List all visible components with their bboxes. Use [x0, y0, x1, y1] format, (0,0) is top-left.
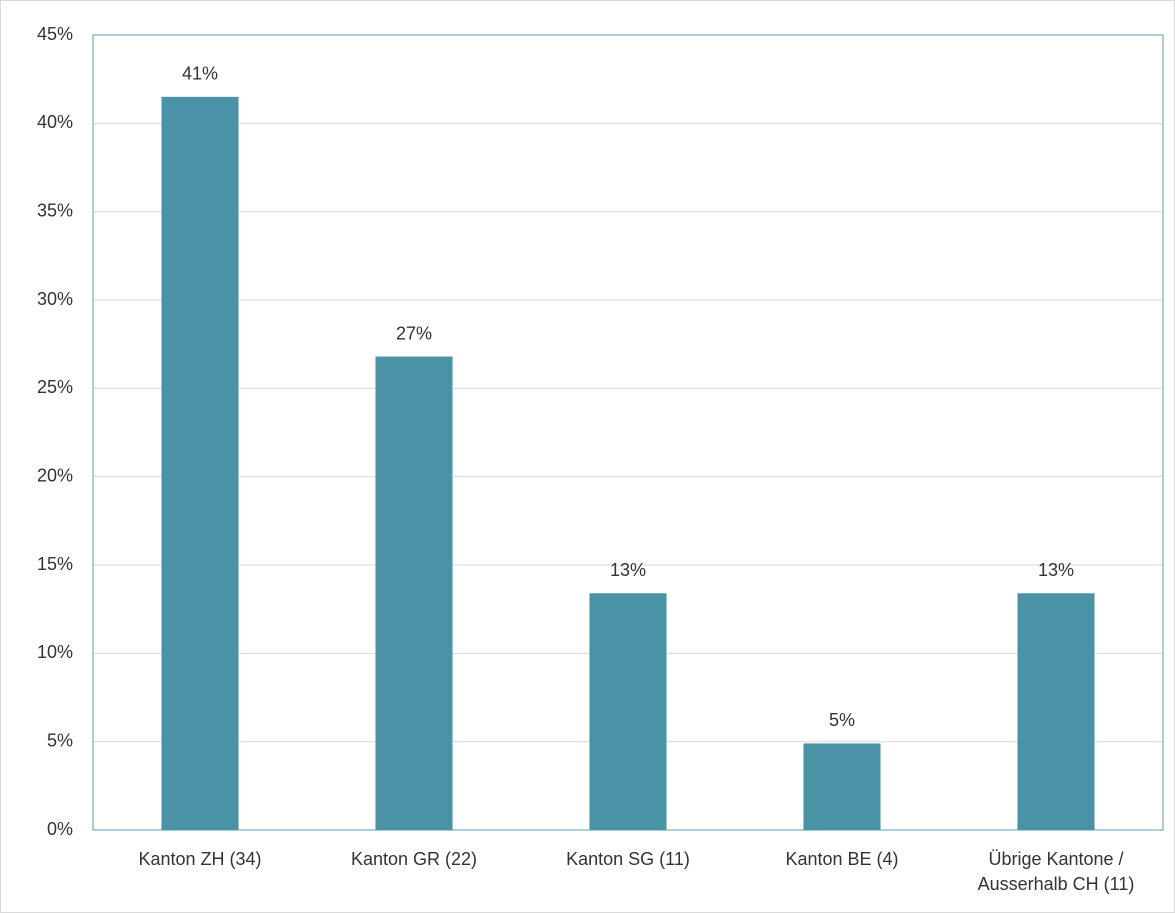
- x-tick-label: Übrige Kantone / Ausserhalb CH (11): [978, 849, 1135, 894]
- y-tick-label: 25%: [37, 377, 73, 397]
- y-tick-label: 15%: [37, 554, 73, 574]
- data-label: 5%: [829, 710, 855, 730]
- x-tick-label: Kanton SG (11): [566, 849, 690, 869]
- y-tick-label: 20%: [37, 465, 73, 485]
- bar: [803, 743, 881, 830]
- bar: [161, 96, 239, 831]
- data-label: 27%: [396, 323, 432, 343]
- y-tick-label: 0%: [47, 819, 73, 839]
- y-tick-label: 5%: [47, 730, 73, 750]
- y-tick-label: 45%: [37, 24, 73, 44]
- bar: [589, 593, 667, 830]
- y-tick-label: 10%: [37, 642, 73, 662]
- bar: [1017, 593, 1095, 830]
- y-tick-label: 35%: [37, 200, 73, 220]
- x-tick-label: Kanton ZH (34): [138, 849, 261, 869]
- bar: [375, 356, 453, 830]
- y-tick-label: 40%: [37, 112, 73, 132]
- y-tick-label: 30%: [37, 289, 73, 309]
- data-label: 13%: [1038, 560, 1074, 580]
- data-label: 41%: [182, 64, 218, 84]
- data-label: 13%: [610, 560, 646, 580]
- x-tick-label: Kanton BE (4): [785, 849, 898, 869]
- x-tick-label: Kanton GR (22): [351, 849, 477, 869]
